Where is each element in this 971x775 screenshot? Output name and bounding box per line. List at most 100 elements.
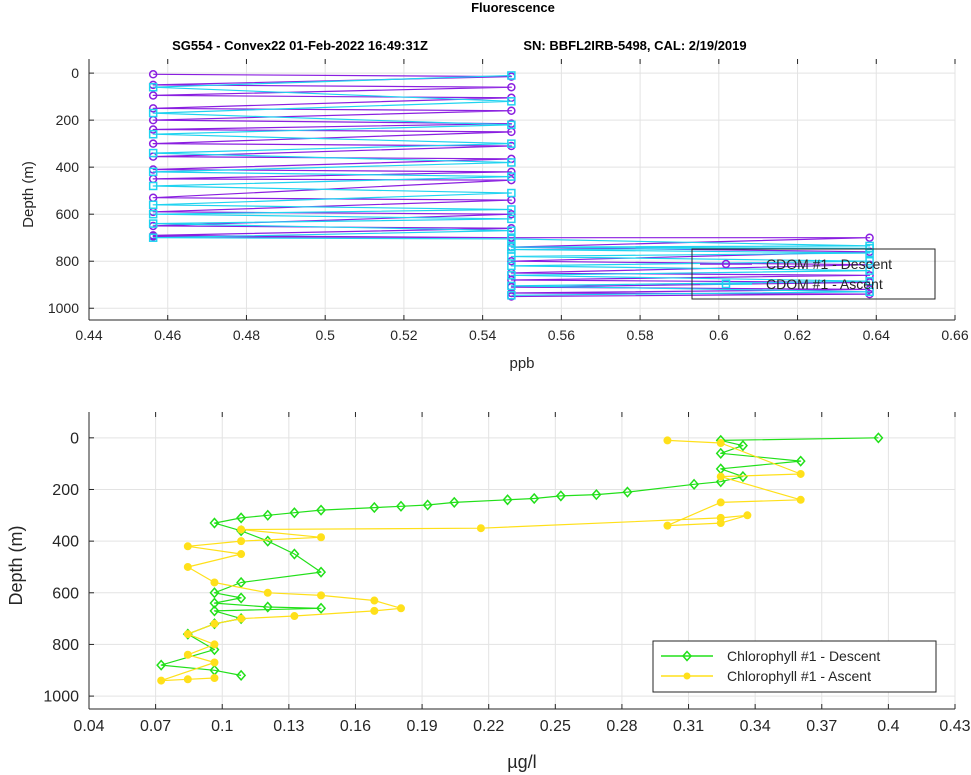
data-point	[148, 108, 158, 118]
data-point	[507, 234, 516, 244]
data-point	[157, 676, 166, 685]
x-tick-label: 0.5	[315, 327, 335, 343]
data-point	[156, 659, 167, 671]
y-tick-label: 600	[56, 206, 80, 222]
y-tick-label: 400	[52, 534, 79, 551]
legend-box	[691, 248, 936, 300]
data-point	[148, 91, 158, 100]
data-point	[237, 614, 246, 623]
y-tick-label: 0	[70, 430, 79, 447]
data-point	[148, 129, 158, 139]
data-point	[148, 139, 158, 148]
data-point	[507, 256, 516, 266]
x-tick-label: 0.64	[863, 327, 890, 343]
data-point	[507, 205, 516, 214]
legend-marker	[721, 279, 731, 289]
data-point	[148, 200, 158, 210]
data-point	[507, 167, 516, 177]
data-point	[148, 125, 158, 134]
data-point	[316, 602, 327, 614]
x-tick-label: 0.37	[806, 718, 837, 735]
data-point	[743, 511, 752, 520]
x-tick-label: 0.25	[540, 718, 571, 735]
x-tick-label: 0.62	[784, 327, 811, 343]
data-point	[210, 578, 219, 587]
data-point	[716, 438, 725, 447]
data-point	[507, 71, 516, 80]
data-point	[317, 533, 326, 542]
data-point	[555, 490, 566, 502]
data-point	[262, 509, 273, 521]
y-tick-label: 200	[56, 112, 80, 128]
y-tick-label: 200	[52, 482, 79, 499]
x-tick-label: 0.34	[740, 718, 771, 735]
data-point	[316, 566, 327, 578]
x-tick-label: 0.66	[941, 327, 968, 343]
data-point	[210, 658, 219, 667]
data-point	[507, 158, 516, 167]
data-point	[370, 596, 379, 605]
data-point	[237, 537, 246, 546]
x-tick-label: 0.46	[154, 327, 181, 343]
data-point	[715, 447, 726, 459]
data-point	[507, 214, 516, 224]
data-point	[507, 261, 516, 271]
data-point	[148, 209, 158, 219]
y-tick-label: 0	[71, 65, 79, 81]
data-point	[209, 587, 220, 599]
data-point	[865, 276, 874, 286]
data-point	[395, 500, 406, 512]
y-tick-label: 400	[56, 159, 80, 175]
data-point	[148, 167, 158, 177]
data-point	[507, 271, 516, 280]
data-point	[209, 517, 220, 529]
series-line-2	[152, 74, 871, 296]
data-point	[370, 606, 379, 615]
x-tick-label: 0.22	[473, 718, 504, 735]
data-point	[210, 640, 219, 649]
data-point	[716, 513, 725, 522]
data-point	[865, 287, 874, 297]
data-point	[737, 470, 748, 483]
data-point	[796, 469, 805, 478]
x-tick-label: 0.16	[340, 718, 371, 735]
data-point	[289, 548, 300, 560]
data-point	[663, 521, 672, 530]
x-axis-label: µg/l	[507, 752, 536, 772]
plot-series	[148, 70, 874, 301]
data-point	[237, 525, 246, 534]
x-tick-label: 0.43	[939, 718, 970, 735]
data-point	[289, 507, 300, 519]
y-tick-label: 800	[52, 637, 79, 654]
legend-marker	[681, 650, 693, 662]
x-tick-label: 0.19	[407, 718, 438, 735]
data-point	[148, 104, 158, 113]
data-point	[507, 97, 516, 106]
legend-label: Chlorophyll #1 - Ascent	[727, 668, 871, 684]
x-tick-label: 0.28	[606, 718, 637, 735]
data-point	[507, 82, 516, 92]
x-tick-label: 0.58	[626, 327, 653, 343]
data-point	[396, 604, 405, 613]
data-point	[183, 630, 192, 639]
data-point	[210, 619, 219, 628]
x-tick-label: 0.54	[469, 327, 496, 343]
y-tick-label: 800	[56, 253, 80, 269]
y-tick-label: 600	[52, 585, 79, 602]
x-tick-label: 0.04	[73, 718, 104, 735]
legend-label: Chlorophyll #1 - Descent	[727, 648, 880, 664]
data-point	[507, 172, 516, 181]
data-point	[507, 139, 516, 148]
y-tick-label: 1000	[48, 300, 79, 316]
data-point	[507, 106, 516, 115]
data-point	[263, 588, 272, 597]
data-point	[715, 476, 726, 488]
data-point	[507, 242, 516, 252]
chlorophyll-chart: 0.04 0.07 0.1 0.13 0.16 0.19 0.22 0.25 0.28 0.31 0…	[6, 412, 971, 772]
cdom-chart: 0.44 0.46 0.48 0.5 0.52 0.54 0.56 0.58 0.6 0.62 0.…	[20, 59, 969, 372]
data-point	[183, 650, 192, 659]
data-point	[148, 233, 158, 242]
data-point	[209, 597, 220, 609]
x-tick-label: 0.52	[390, 327, 417, 343]
data-point	[507, 120, 516, 130]
